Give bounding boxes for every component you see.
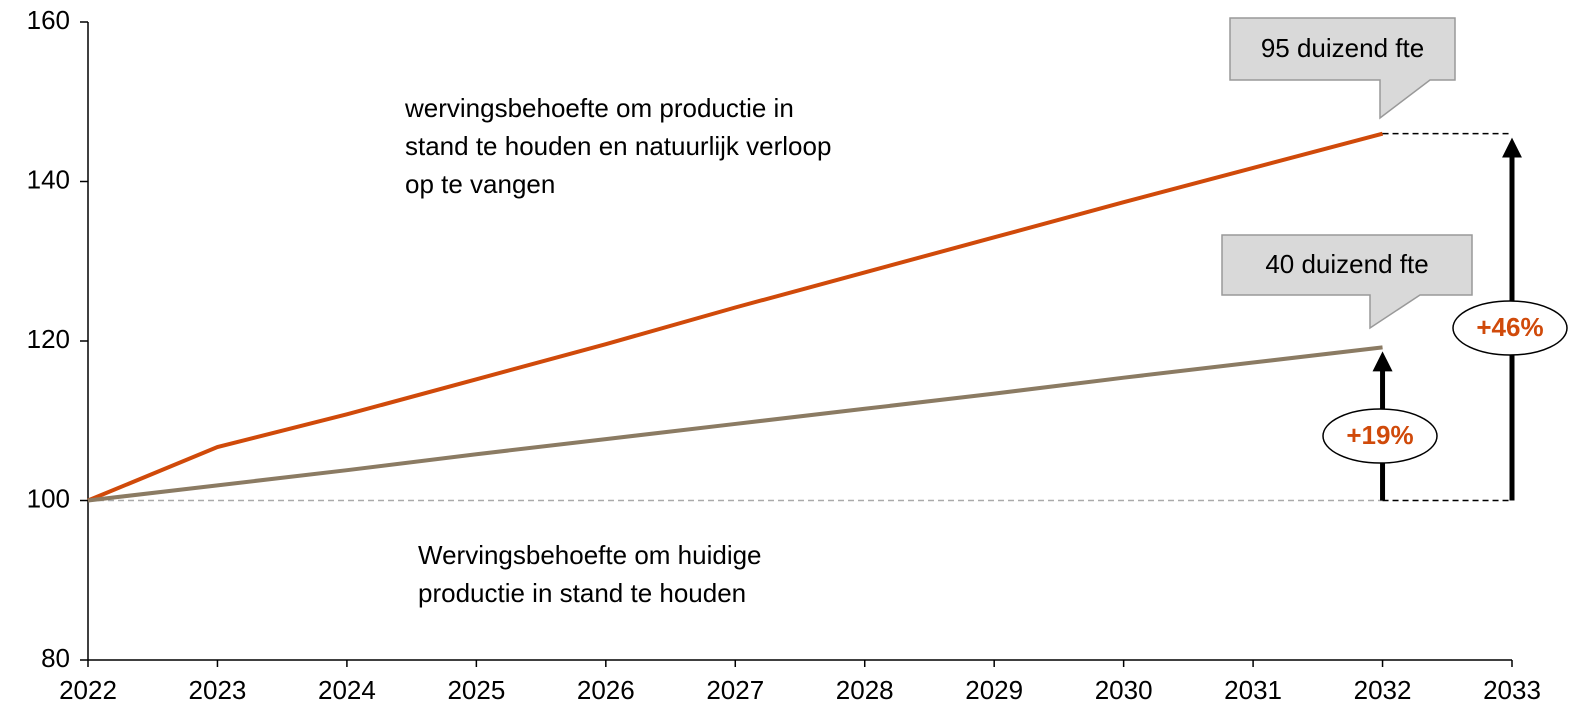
growth-pill — [1322, 408, 1438, 464]
x-tick-label: 2024 — [318, 675, 376, 705]
callout-text: 95 duizend fte — [1261, 33, 1424, 63]
x-tick-label: 2030 — [1095, 675, 1153, 705]
x-tick-label: 2023 — [189, 675, 247, 705]
y-tick-label: 160 — [27, 5, 70, 35]
x-tick-label: 2031 — [1224, 675, 1282, 705]
x-tick-label: 2025 — [447, 675, 505, 705]
y-tick-label: 120 — [27, 324, 70, 354]
x-tick-label: 2032 — [1354, 675, 1412, 705]
growth-label: +19% — [1346, 420, 1413, 450]
annotation-text: stand te houden en natuurlijk verloop — [405, 131, 831, 161]
y-tick-label: 80 — [41, 643, 70, 673]
growth-label: +46% — [1476, 312, 1543, 342]
x-tick-label: 2028 — [836, 675, 894, 705]
x-tick-label: 2033 — [1483, 675, 1541, 705]
callout-text: 40 duizend fte — [1265, 249, 1428, 279]
callout-box — [1221, 234, 1473, 330]
annotation-text: wervingsbehoefte om productie in — [404, 93, 794, 123]
annotation-text: productie in stand te houden — [418, 578, 746, 608]
x-tick-label: 2022 — [59, 675, 117, 705]
line-series — [87, 345, 1383, 503]
annotation-text: op te vangen — [405, 169, 555, 199]
y-tick-label: 100 — [27, 483, 70, 513]
y-tick-label: 140 — [27, 164, 70, 194]
x-tick-label: 2029 — [965, 675, 1023, 705]
callout-box — [1229, 17, 1456, 120]
line-series — [87, 131, 1384, 503]
x-tick-label: 2027 — [706, 675, 764, 705]
annotation-text: Wervingsbehoefte om huidige — [418, 540, 762, 570]
growth-pill — [1452, 300, 1568, 356]
x-tick-label: 2026 — [577, 675, 635, 705]
